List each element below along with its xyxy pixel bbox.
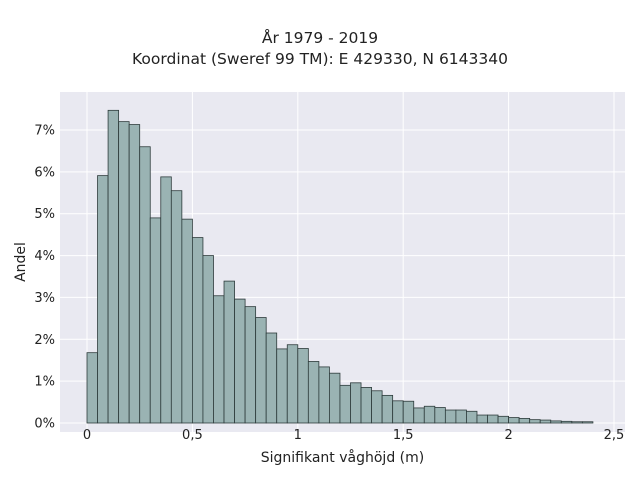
- histogram-bar: [160, 176, 172, 424]
- y-tick-label: 1%: [34, 375, 55, 390]
- y-tick-label: 2%: [34, 333, 55, 348]
- histogram-bar: [265, 332, 278, 424]
- histogram-bar: [455, 409, 467, 424]
- y-tick-label: 5%: [34, 207, 55, 222]
- x-tick-label: 2,5: [604, 428, 625, 443]
- histogram-bar: [444, 409, 457, 424]
- x-axis-label: Signifikant våghöjd (m): [261, 449, 424, 466]
- histogram-bar: [508, 417, 520, 424]
- histogram-bar: [118, 121, 130, 424]
- histogram-bar: [413, 407, 425, 424]
- histogram-bar: [191, 237, 204, 424]
- histogram-bar: [423, 405, 436, 424]
- histogram-bars: [86, 109, 594, 424]
- histogram-bar: [466, 410, 478, 424]
- histogram-bar: [318, 366, 330, 424]
- histogram-bar: [571, 421, 583, 424]
- histogram-bar: [539, 419, 552, 424]
- y-axis-ticks: 0% 1% 2% 3% 4% 5% 6% 7%: [34, 124, 55, 432]
- histogram-bar: [128, 124, 141, 424]
- histogram-bar: [244, 306, 257, 424]
- histogram-bar: [560, 420, 573, 424]
- y-tick-label: 4%: [34, 249, 55, 264]
- histogram-bar: [276, 348, 288, 424]
- chart-subtitle: Koordinat (Sweref 99 TM): E 429330, N 61…: [132, 50, 508, 68]
- histogram-bar: [434, 407, 446, 424]
- histogram-bar: [487, 414, 499, 424]
- y-axis-label: Andel: [13, 242, 29, 282]
- histogram-bar: [297, 348, 309, 424]
- histogram-bar: [476, 414, 488, 424]
- y-tick-label: 6%: [34, 165, 55, 180]
- x-tick-label: 1: [294, 428, 302, 443]
- histogram-bar: [402, 400, 415, 424]
- histogram-bar: [307, 361, 320, 424]
- histogram-bar: [170, 190, 183, 424]
- y-tick-label: 0%: [34, 417, 55, 432]
- histogram-bar: [529, 419, 541, 424]
- histogram-bar: [581, 421, 594, 424]
- histogram-bar: [97, 175, 109, 424]
- histogram-bar: [86, 352, 98, 424]
- histogram-bar: [550, 420, 562, 424]
- x-axis-ticks: 0 0,5 1 1,5 2 2,5: [83, 428, 624, 443]
- chart-title: År 1979 - 2019: [261, 29, 379, 47]
- histogram-bar: [350, 382, 362, 424]
- histogram-bar: [518, 417, 531, 424]
- y-tick-label: 7%: [34, 124, 55, 139]
- histogram-bar: [234, 298, 246, 424]
- histogram-bar: [255, 317, 267, 424]
- x-tick-label: 0: [83, 428, 91, 443]
- histogram-bar: [329, 372, 341, 424]
- histogram-bar: [497, 415, 509, 424]
- histogram-bar: [392, 400, 404, 424]
- histogram-bar: [149, 217, 162, 424]
- x-tick-label: 1,5: [393, 428, 414, 443]
- histogram-bar: [213, 295, 225, 424]
- x-tick-label: 2: [504, 428, 512, 443]
- histogram-bar: [107, 109, 120, 424]
- histogram-bar: [360, 387, 372, 424]
- histogram-bar: [339, 384, 351, 424]
- histogram-bar: [381, 394, 394, 424]
- histogram-bar: [139, 146, 151, 424]
- histogram-bar: [223, 280, 235, 424]
- x-tick-label: 0,5: [182, 428, 203, 443]
- y-tick-label: 3%: [34, 291, 55, 306]
- histogram-bar: [181, 218, 193, 424]
- histogram-bar: [286, 344, 299, 424]
- histogram-bar: [371, 390, 383, 424]
- histogram-bar: [202, 255, 214, 424]
